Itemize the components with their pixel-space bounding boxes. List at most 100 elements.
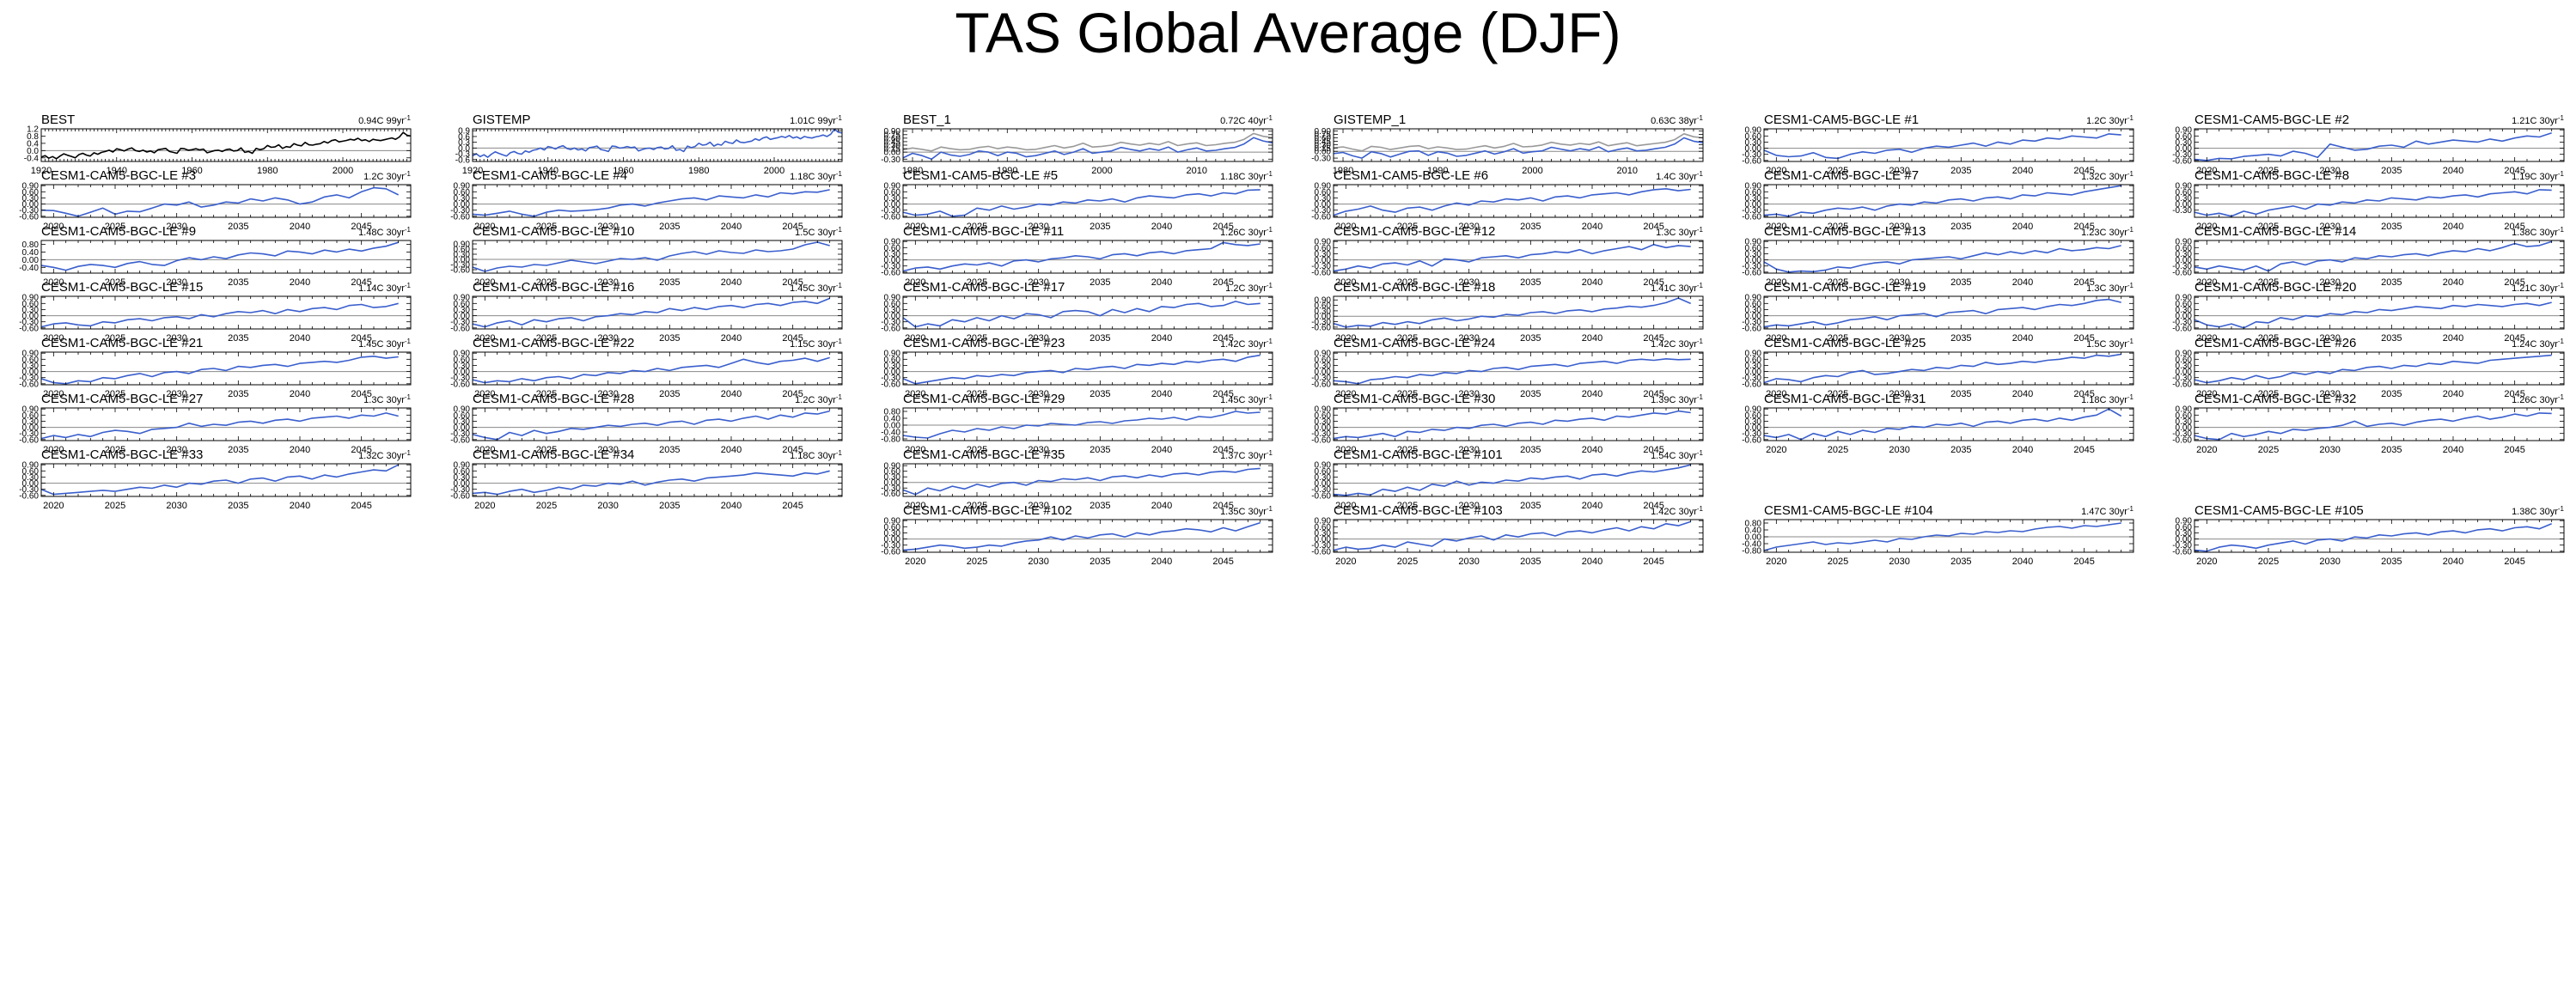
x-tick-label: 2030 [1889, 222, 1909, 232]
y-tick-label: -0.60 [450, 380, 470, 389]
x-tick-label: 2030 [1028, 333, 1048, 344]
x-tick-label: 2020 [905, 389, 925, 399]
x-tick-label: 2020 [43, 445, 64, 455]
x-tick-label: 2040 [1582, 445, 1602, 455]
y-tick-label: 0.30 [2176, 250, 2193, 259]
x-tick-label: 2025 [105, 277, 125, 288]
y-tick-label: 0.40 [22, 248, 40, 258]
y-tick-label: 0.30 [454, 473, 471, 483]
y-tick-label: 0.30 [884, 194, 901, 204]
y-tick-label: -0.60 [1742, 156, 1761, 166]
panel-title: GISTEMP [473, 113, 531, 127]
x-tick-label: 2035 [2381, 166, 2402, 176]
y-tick-label: 0.90 [2176, 294, 2193, 303]
x-tick-label: 2035 [1090, 445, 1110, 455]
y-tick-label: -0.30 [1742, 429, 1761, 439]
x-tick-label: 2030 [597, 389, 618, 399]
x-tick-label: 2020 [905, 557, 925, 567]
x-tick-label: 2035 [1950, 557, 1971, 567]
panel: CESM1-CAM5-BGC-LE #32 1.26C 30yr-1 2020 202… [2172, 392, 2564, 455]
x-tick-label: 2045 [2073, 277, 2094, 288]
series-line [1333, 357, 1691, 385]
series-line [1763, 522, 2121, 551]
x-tick-label: 2020 [1335, 277, 1356, 288]
y-tick-label: 0.75 [1315, 131, 1332, 140]
panel: CESM1-CAM5-BGC-LE #8 1.19C 30yr-1 2020 2025… [2172, 168, 2564, 232]
series-line [2194, 189, 2552, 217]
x-tick-label: 1940 [107, 166, 127, 176]
x-tick-label: 2035 [1950, 222, 1971, 232]
x-tick-label: 2020 [1766, 445, 1786, 455]
panel-title: CESM1-CAM5-BGC-LE #13 [1764, 224, 1926, 239]
x-tick-label: 2030 [1028, 277, 1048, 288]
x-tick-label: 2025 [1397, 445, 1418, 455]
y-tick-label: 0.30 [1745, 362, 1762, 371]
y-tick-label: 0.30 [22, 473, 40, 483]
panel: CESM1-CAM5-BGC-LE #18 1.41C 30yr-1 2020 202… [1311, 280, 1703, 344]
x-tick-label: 2025 [1828, 445, 1848, 455]
y-tick-label: 0.60 [1315, 356, 1332, 365]
panel-trend-label: 1.47C 30yr-1 [2081, 505, 2133, 517]
y-tick-label: 0.30 [2176, 529, 2193, 539]
x-tick-label: 2025 [105, 222, 125, 232]
y-tick-label: -0.60 [450, 435, 470, 445]
y-tick-label: -0.30 [450, 261, 470, 271]
x-tick-label: 2030 [1458, 277, 1479, 288]
panel-trend-label: 1.26C 30yr-1 [1220, 226, 1273, 238]
y-tick-label: -0.60 [881, 490, 900, 499]
y-tick-label: -0.60 [1311, 547, 1331, 557]
x-tick-label: 2045 [2504, 222, 2524, 232]
y-tick-label: -0.30 [1742, 374, 1761, 383]
panel-trend-label: 1.5C 30yr-1 [795, 226, 842, 238]
x-tick-label: 2040 [1151, 389, 1172, 399]
x-tick-label: 2035 [1950, 333, 1971, 344]
y-tick-label: 0.30 [22, 417, 40, 427]
panel-trend-label: 0.72C 40yr-1 [1220, 114, 1273, 126]
y-tick-label: 0.3 [458, 138, 470, 148]
panel-trend-label: 1.21C 30yr-1 [2512, 114, 2564, 126]
y-tick-label: -0.60 [1742, 435, 1761, 445]
y-tick-label: -0.60 [19, 435, 39, 445]
y-tick-label: 0.00 [1745, 312, 1762, 321]
series-line [1333, 188, 1691, 216]
y-tick-label: 0.30 [2176, 138, 2193, 148]
x-tick-label: 2025 [536, 445, 557, 455]
x-tick-label: 2030 [2319, 222, 2340, 232]
y-tick-label: 0.60 [2176, 356, 2193, 365]
x-tick-label: 2025 [967, 501, 987, 511]
plot-frame [40, 128, 412, 162]
x-tick-label: 2040 [2012, 166, 2033, 176]
y-tick-label: -0.30 [450, 485, 470, 495]
x-tick-label: 2020 [43, 277, 64, 288]
x-tick-label: 1980 [902, 166, 923, 176]
y-tick-label: 0.30 [1745, 417, 1762, 427]
x-tick-label: 2025 [967, 222, 987, 232]
x-tick-label: 2035 [228, 445, 248, 455]
x-tick-label: 2045 [1643, 501, 1663, 511]
y-tick-label: 0.00 [1315, 423, 1332, 433]
panel-trend-label: 1.26C 30yr-1 [2512, 393, 2564, 405]
x-tick-label: 2020 [1766, 277, 1786, 288]
x-tick-label: 2000 [764, 166, 784, 176]
y-tick-label: -0.60 [2172, 268, 2192, 277]
x-tick-label: 2040 [290, 333, 310, 344]
x-tick-label: 2020 [474, 389, 495, 399]
y-tick-label: 0.00 [22, 256, 40, 265]
y-tick-label: 0.8 [27, 132, 39, 142]
x-tick-label: 2045 [351, 333, 371, 344]
y-tick-label: -0.60 [1742, 212, 1761, 222]
y-tick-label: 0.90 [884, 517, 901, 526]
x-tick-label: 2040 [1582, 501, 1602, 511]
x-tick-label: 2025 [967, 333, 987, 344]
x-tick-label: 2040 [1582, 277, 1602, 288]
series-line [902, 241, 1261, 272]
x-tick-label: 2045 [2073, 557, 2094, 567]
panel-trend-label: 1.4C 30yr-1 [1656, 170, 1703, 182]
y-tick-label: -0.30 [881, 484, 900, 494]
x-tick-label: 2030 [2319, 445, 2340, 455]
panel-trend-label: 1.45C 30yr-1 [1220, 393, 1273, 405]
x-tick-label: 2035 [1090, 501, 1110, 511]
panel: CESM1-CAM5-BGC-LE #20 1.21C 30yr-1 2020 202… [2172, 280, 2564, 344]
series-line [472, 470, 830, 496]
